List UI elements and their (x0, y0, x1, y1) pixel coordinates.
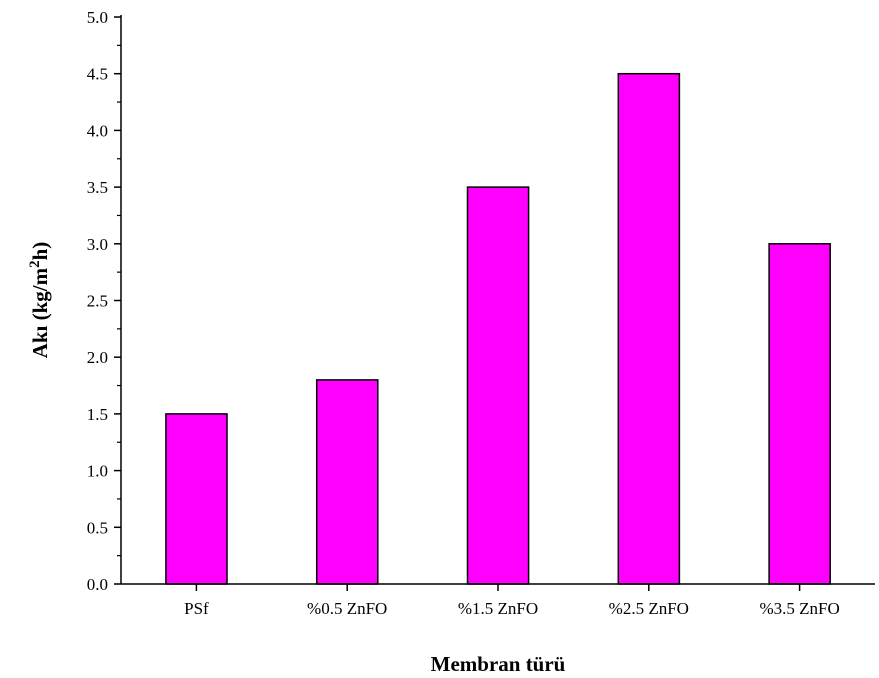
x-tick-label-0: PSf (184, 599, 209, 618)
y-tick-label-5: 2.5 (87, 292, 108, 311)
y-tick-label-4: 2.0 (87, 348, 108, 367)
y-tick-label-6: 3.0 (87, 235, 108, 254)
x-tick-label-4: %3.5 ZnFO (759, 599, 839, 618)
y-axis: 0.0 0.5 1.0 1.5 2.0 2.5 3.0 3.5 4.0 4.5 5.0 (87, 8, 122, 594)
bar-3 (617, 72, 681, 585)
x-axis: PSf %0.5 ZnFO %1.5 ZnFO %2.5 ZnFO %3.5 ZnFO (121, 583, 875, 618)
y-tick-label-7: 3.5 (87, 178, 108, 197)
y-tick-label-2: 1.0 (87, 462, 108, 481)
x-axis-title: Membran türü (431, 652, 566, 676)
y-tick-label-1: 0.5 (87, 518, 108, 537)
bar-4 (768, 243, 831, 585)
y-tick-label-3: 1.5 (87, 405, 108, 424)
x-tick-label-1: %0.5 ZnFO (307, 599, 387, 618)
bar-0 (165, 413, 228, 585)
bar-1 (315, 379, 379, 585)
y-tick-label-9: 4.5 (87, 65, 108, 84)
y-axis-title: Akı (kg/m2h) (27, 242, 52, 359)
x-tick-label-2: %1.5 ZnFO (458, 599, 538, 618)
x-tick-label-3: %2.5 ZnFO (609, 599, 689, 618)
y-tick-label-8: 4.0 (87, 121, 108, 140)
y-axis-title-main: Akı (kg/m (28, 267, 52, 358)
y-axis-title-superscript: 2 (27, 260, 43, 268)
bars (165, 72, 831, 585)
y-tick-label-10: 5.0 (87, 8, 108, 27)
y-tick-label-0: 0.0 (87, 575, 108, 594)
bar-2 (466, 186, 530, 585)
y-axis-title-tail: h) (28, 242, 52, 261)
